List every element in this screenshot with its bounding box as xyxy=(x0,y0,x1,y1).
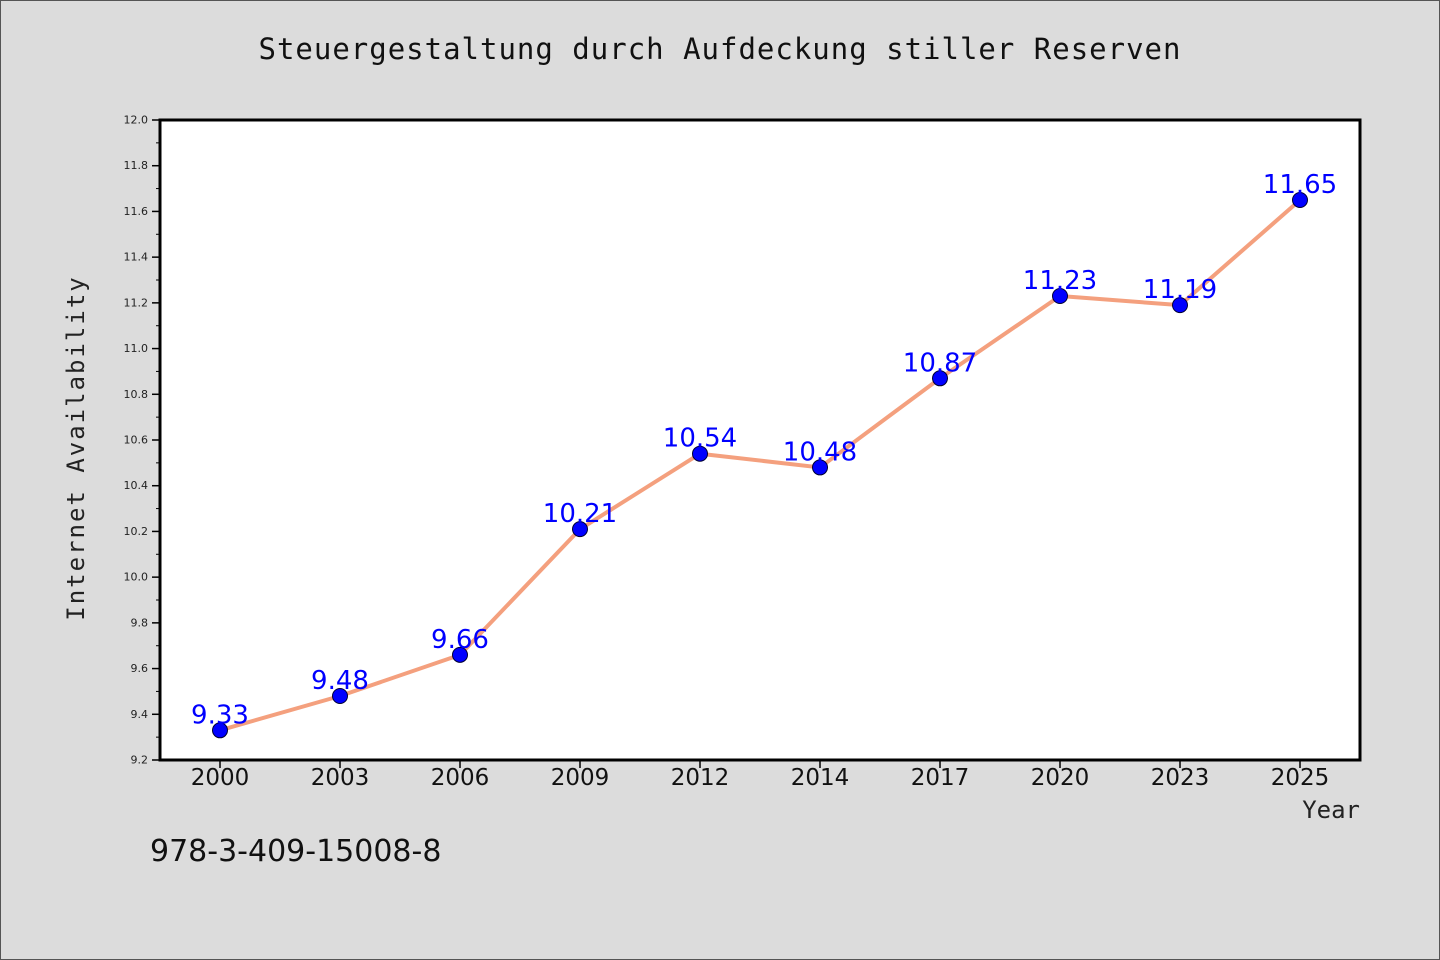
x-tick-label: 2000 xyxy=(191,765,250,791)
plot-border xyxy=(158,118,1362,762)
y-tick-label: 11.4 xyxy=(124,251,149,264)
data-point xyxy=(812,459,828,476)
data-label: 10.54 xyxy=(663,424,737,454)
isbn-code: 978-3-409-15008-8 xyxy=(150,834,442,869)
data-label: 9.66 xyxy=(431,625,489,655)
plot-area xyxy=(160,120,1360,760)
y-tick-label: 10.8 xyxy=(124,388,149,401)
y-tick-label: 9.8 xyxy=(131,616,149,629)
data-point xyxy=(572,521,588,538)
data-label: 11.65 xyxy=(1263,170,1337,200)
data-label: 9.33 xyxy=(191,700,249,730)
x-tick-label: 2014 xyxy=(791,765,850,791)
data-point xyxy=(1172,297,1188,314)
series-line xyxy=(218,198,1302,733)
chart-title: Steuergestaltung durch Aufdeckung stille… xyxy=(258,32,1182,66)
x-tick-label: 2023 xyxy=(1151,765,1210,791)
x-tick-label: 2020 xyxy=(1031,765,1090,791)
data-point xyxy=(332,688,348,704)
data-label: 10.87 xyxy=(903,348,977,378)
x-tick-label: 2009 xyxy=(551,765,610,791)
y-tick-label: 10.6 xyxy=(124,434,149,447)
y-tick-label: 9.4 xyxy=(131,708,149,721)
data-label: 11.19 xyxy=(1143,275,1217,305)
y-tick-label: 12.0 xyxy=(124,114,149,127)
data-point xyxy=(1052,288,1068,304)
data-point xyxy=(212,722,228,739)
y-tick-label: 9.2 xyxy=(131,754,149,767)
data-point xyxy=(452,646,468,663)
data-point xyxy=(1292,192,1308,208)
y-tick-label: 11.0 xyxy=(124,342,149,355)
x-axis-label: Year xyxy=(1302,796,1360,824)
y-tick-label: 9.6 xyxy=(131,662,149,675)
data-label: 10.21 xyxy=(543,499,617,529)
data-label: 9.48 xyxy=(311,666,369,696)
x-tick-label: 2017 xyxy=(911,765,970,791)
y-tick-label: 11.8 xyxy=(124,159,149,172)
data-point xyxy=(692,445,708,462)
data-label: 10.48 xyxy=(783,437,857,467)
x-tick-label: 2006 xyxy=(431,765,490,791)
y-tick-label: 11.6 xyxy=(124,205,149,218)
x-tick-label: 2012 xyxy=(671,765,730,791)
data-point xyxy=(932,370,948,387)
y-tick-label: 10.2 xyxy=(124,525,149,538)
y-tick-label: 11.2 xyxy=(124,296,149,309)
y-tick-label: 10.0 xyxy=(124,571,149,584)
y-tick-label: 10.4 xyxy=(124,479,149,492)
x-tick-label: 2003 xyxy=(311,765,370,791)
x-tick-label: 2025 xyxy=(1271,765,1330,791)
data-label: 11.23 xyxy=(1023,266,1097,296)
